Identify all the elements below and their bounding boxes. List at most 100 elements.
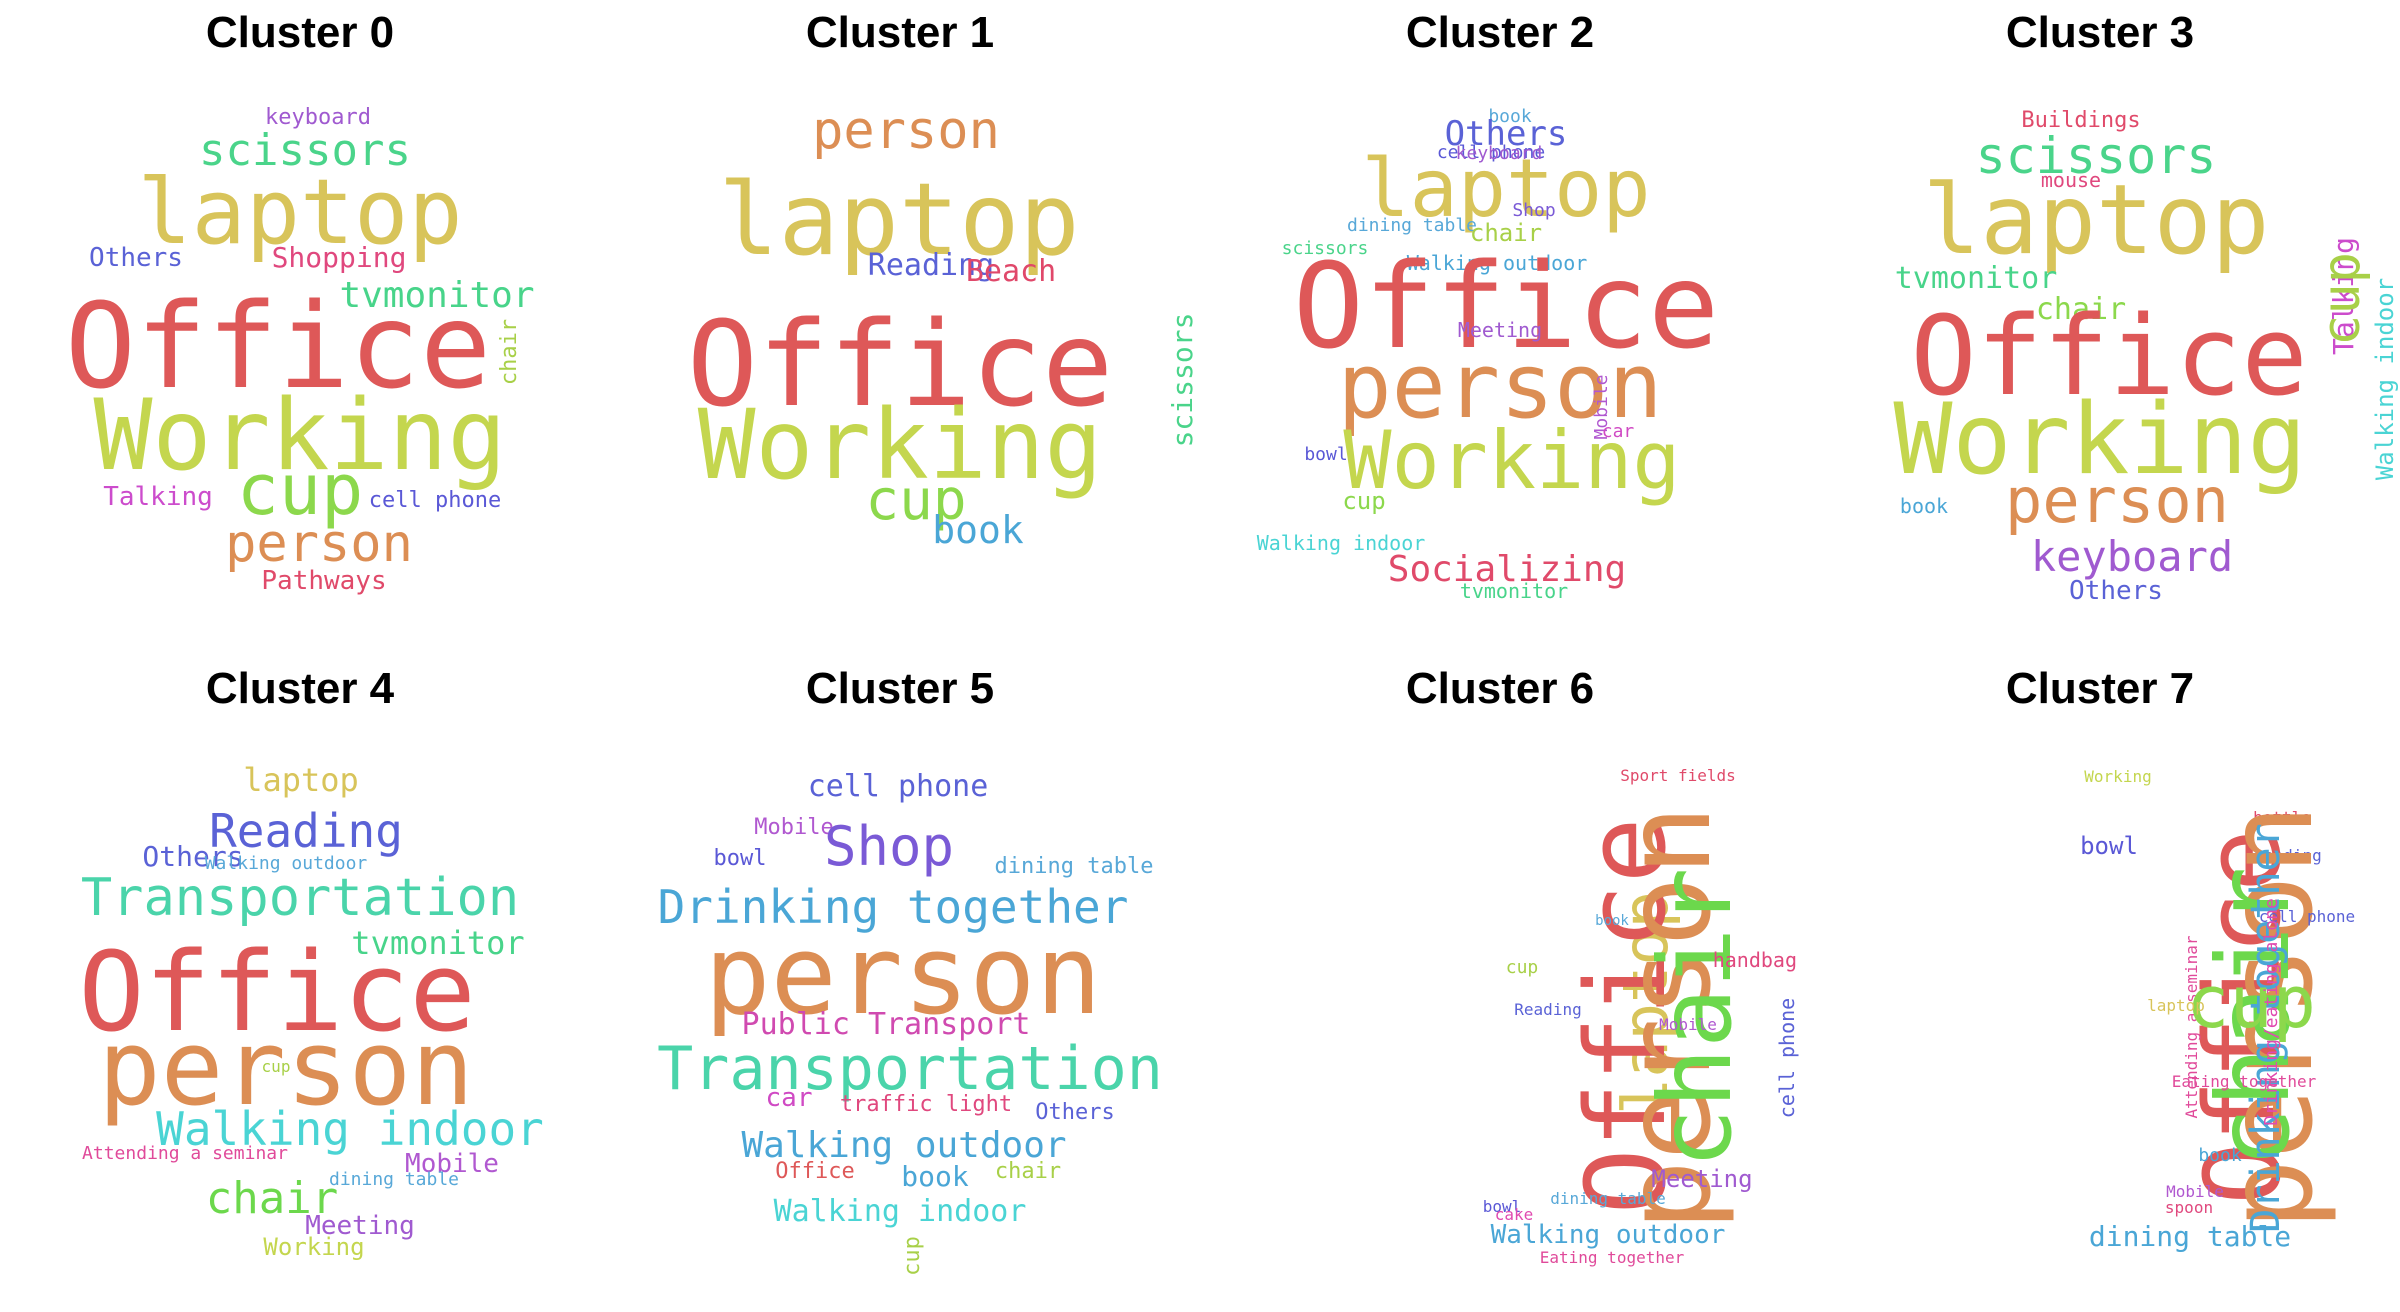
word-cloud-term: book — [1488, 106, 1532, 127]
word-cloud-term: car — [765, 1083, 813, 1113]
word-cloud-term: Sport fields — [1620, 766, 1736, 785]
word-cloud-term: Transportation — [657, 1034, 1163, 1104]
word-cloud-term: Buildings — [2021, 108, 2141, 133]
word-cloud-term: Attending a seminar — [82, 1143, 288, 1164]
word-cloud-term: dining table — [328, 1169, 460, 1190]
word-cloud-term: Socializing — [1387, 549, 1627, 590]
cluster-title: Cluster 2 — [1405, 8, 1595, 57]
word-cloud-term: book — [1899, 494, 1949, 518]
word-cloud-term: chair — [2035, 292, 2127, 327]
word-cloud-term: cup — [1505, 957, 1539, 978]
word-cloud-term: scissors — [1166, 312, 1199, 448]
word-cloud-term: bowl — [2080, 832, 2138, 860]
word-cloud-term: scissors — [1281, 238, 1369, 259]
word-cloud-term: laptop — [137, 160, 463, 265]
word-cloud-term: Reading — [1514, 1000, 1582, 1019]
word-cloud-term: Office — [78, 928, 476, 1056]
word-cloud-term: Working — [1343, 414, 1681, 507]
word-cloud-term: cup — [1342, 487, 1386, 515]
word-cloud-term: Talking — [103, 482, 213, 512]
word-cloud-term: tvmonitor — [1459, 579, 1569, 603]
word-cloud-term: cup — [865, 468, 967, 533]
word-cloud-term: Walking outdoor — [1490, 1220, 1726, 1250]
word-cloud-term: Working — [697, 389, 1103, 501]
word-cloud-term: Reading — [2254, 846, 2322, 865]
word-cloud-term: cell phone — [2258, 907, 2356, 926]
word-cloud-term: dining table — [994, 854, 1154, 879]
word-cloud-term: cell phone — [1775, 997, 1799, 1119]
word-cloud-term: book — [932, 508, 1024, 552]
cluster-title: Cluster 0 — [205, 8, 395, 57]
word-cloud-term: car — [1601, 421, 1635, 442]
word-cloud-term: Eating together — [1539, 1248, 1685, 1267]
word-cloud-term: Office — [1910, 292, 2308, 420]
word-cloud-term: spoon — [2164, 1198, 2214, 1217]
word-cloud-panel: Cluster 3 Buildings scissors mouse laptop tvm… — [1800, 0, 2400, 656]
word-cloud-term: cup — [261, 1057, 291, 1076]
word-cloud-term: person — [98, 1007, 474, 1129]
word-cloud-term: cell phone — [368, 488, 502, 513]
word-cloud-term: book — [1595, 913, 1629, 929]
word-cloud-term: laptop — [243, 761, 359, 799]
word-cloud-term: Shop — [823, 815, 955, 878]
word-cloud-term: dining table — [2088, 1220, 2292, 1253]
word-cloud-term: cell phone — [1436, 142, 1546, 163]
word-cloud-term: chair — [994, 1159, 1062, 1184]
word-cloud-term: person — [1337, 334, 1663, 439]
cluster-title: Cluster 7 — [2005, 664, 2195, 713]
word-cloud-term: Transportation — [80, 868, 520, 928]
word-cloud-term: tvmonitor — [351, 924, 525, 962]
word-cloud-term: keyboard — [2030, 532, 2234, 581]
word-cloud-term: Walking indoor — [2371, 277, 2399, 481]
word-cloud-term: tvmonitor — [339, 275, 535, 316]
word-cloud-term: mouse — [2040, 168, 2102, 192]
word-cloud-term: Walking indoor — [1256, 531, 1426, 555]
word-cloud-panel: Cluster 1 person laptop Reading Beach scissor… — [600, 0, 1200, 656]
word-cloud-term: person — [704, 911, 1102, 1039]
word-cloud-panel: Cluster 5 cell phone Mobile Shop bowl dining … — [600, 656, 1200, 1312]
word-cloud-term: Shop — [1512, 200, 1556, 221]
word-cloud-term: keyboard — [1455, 143, 1543, 164]
word-cloud-term: Public Transport — [741, 1007, 1031, 1042]
word-cloud-term: tvmonitor — [1894, 261, 2058, 296]
word-cloud-term: Others — [1035, 1100, 1115, 1125]
word-cloud-term: bowl — [713, 846, 767, 871]
word-cloud-term: Mobile — [754, 815, 834, 840]
word-cloud-term: traffic light — [839, 1092, 1013, 1117]
word-cloud-term: Mobile — [405, 1149, 499, 1179]
word-cloud-term: book — [2198, 1145, 2242, 1166]
word-cloud-term: keyboard — [265, 105, 371, 130]
word-cloud-term: Working — [2084, 767, 2152, 786]
word-cloud-term: scissors — [199, 125, 411, 176]
word-cloud-term: laptop — [2147, 996, 2205, 1015]
cluster-title: Cluster 5 — [805, 664, 995, 713]
cluster-title: Cluster 6 — [1405, 664, 1595, 713]
word-cloud-term: person — [225, 514, 413, 574]
word-cloud-term: Working — [1893, 383, 2307, 497]
word-cloud-term: person — [2005, 464, 2229, 537]
word-cloud-term: Eating together — [2171, 1072, 2317, 1091]
word-cloud-term: Working — [263, 1233, 365, 1261]
word-cloud-term: Others — [1444, 114, 1568, 154]
word-cloud-term: Others — [142, 840, 244, 873]
word-cloud-term: Meeting — [1651, 1165, 1753, 1193]
word-cloud-term: chair — [497, 318, 522, 386]
word-cloud-panel: Cluster 2 book Others cell phone keyboard lap… — [1200, 0, 1800, 656]
word-cloud-term: cup — [900, 1236, 925, 1276]
word-cloud-term: cup — [236, 449, 364, 531]
word-cloud-term: Drinking/eating alone — [2261, 898, 2282, 1126]
word-cloud-term: scissors — [1975, 127, 2217, 185]
word-cloud-term: cup — [2312, 252, 2372, 346]
word-cloud-term: chair — [205, 1173, 339, 1224]
word-cloud-term: Meeting — [1457, 318, 1543, 342]
word-cloud-term: Working — [93, 379, 507, 493]
word-cloud-term: Mobile — [2166, 1182, 2224, 1201]
word-cloud-term: Pathways — [261, 566, 387, 596]
word-cloud-term: Mobile — [1659, 1015, 1717, 1034]
word-cloud-term: laptop — [1922, 164, 2270, 276]
word-cloud-term: Walking indoor — [773, 1194, 1027, 1229]
word-cloud-term: laptop — [718, 161, 1080, 278]
word-cloud-panel: Cluster 0 keyboard scissors laptop Others Sho… — [0, 0, 600, 656]
word-cloud-panel: Cluster 7 Working bottle bowl Reading Office p… — [1800, 656, 2400, 1312]
word-cloud-term: laptop — [1361, 142, 1651, 235]
